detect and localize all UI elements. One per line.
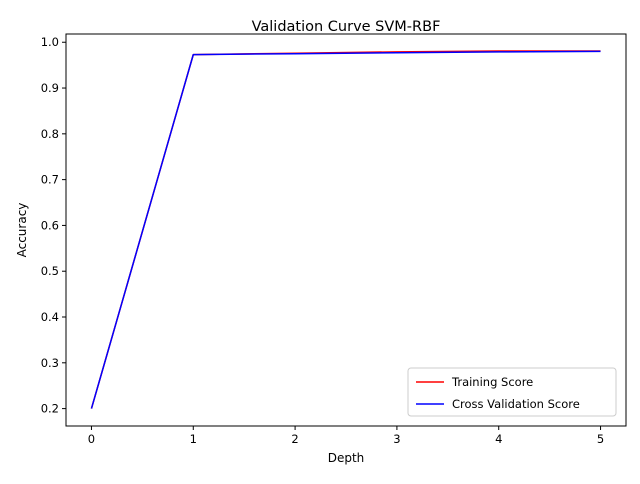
legend: Training Score Cross Validation Score xyxy=(407,367,617,417)
y-tick-label: 0.5 xyxy=(41,264,59,278)
x-tick-label: 0 xyxy=(88,432,95,446)
y-tick-label: 1.0 xyxy=(41,35,59,49)
y-tick-label: 0.7 xyxy=(41,173,59,187)
plot-area xyxy=(90,50,601,409)
legend-box xyxy=(407,367,617,417)
chart-title: Validation Curve SVM-RBF xyxy=(252,19,441,35)
y-tick-label: 0.6 xyxy=(41,218,59,232)
y-axis-label: Accuracy xyxy=(15,203,29,258)
series-line-training-score xyxy=(90,50,601,409)
x-tick-label: 3 xyxy=(393,432,400,446)
x-tick-label: 1 xyxy=(190,432,197,446)
y-tick-label: 0.2 xyxy=(41,402,59,416)
x-tick-label: 4 xyxy=(495,432,502,446)
y-tick-label: 0.4 xyxy=(41,310,59,324)
series-line-cross-validation-score xyxy=(90,50,601,409)
y-tick-label: 0.8 xyxy=(41,127,59,141)
y-tick-label: 0.3 xyxy=(41,356,59,370)
axes-frame xyxy=(65,33,627,427)
y-tick-label: 0.9 xyxy=(41,81,59,95)
x-tick-label: 2 xyxy=(291,432,298,446)
y-axis-ticks: 0.2 0.3 0.4 0.5 0.6 0.7 0.8 0.9 1.0 xyxy=(41,35,66,416)
x-axis-ticks: 0 1 2 3 4 5 xyxy=(88,426,604,446)
x-axis-label: Depth xyxy=(328,451,365,465)
legend-label: Training Score xyxy=(451,375,533,389)
legend-label: Cross Validation Score xyxy=(452,397,580,411)
x-tick-label: 5 xyxy=(597,432,604,446)
